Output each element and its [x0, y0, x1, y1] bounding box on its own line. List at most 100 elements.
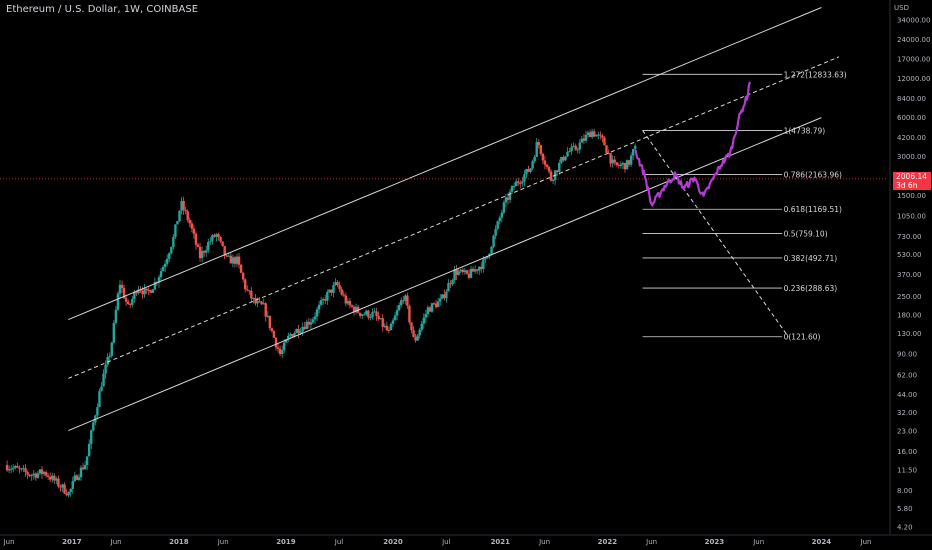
time-axis-label: Jul — [441, 538, 451, 546]
candle-body — [204, 250, 208, 253]
price-axis-label: 5.80 — [897, 505, 913, 513]
current-price-badge: 2006.14 3d 6h — [893, 172, 931, 190]
candle-body — [471, 268, 475, 272]
candle-body — [541, 153, 545, 161]
time-axis-label: Jun — [752, 538, 764, 546]
candle-body — [246, 289, 249, 291]
candle-body — [562, 157, 565, 161]
candle-body — [609, 153, 612, 164]
candle-body — [16, 466, 19, 468]
candle-body — [592, 131, 596, 137]
candle-body — [202, 251, 206, 253]
candle-body — [611, 159, 614, 164]
candle-body — [291, 334, 294, 337]
candle-body — [564, 156, 567, 161]
candle-body — [568, 151, 571, 153]
candle-body — [229, 255, 233, 264]
candle-body — [443, 294, 446, 299]
candle-body — [590, 131, 594, 138]
candle-body — [319, 300, 323, 305]
candle-body — [533, 156, 536, 162]
candle-body — [239, 264, 243, 273]
candle-body — [328, 289, 331, 293]
time-axis-label: 2024 — [812, 538, 832, 546]
candle-body — [607, 152, 610, 154]
candle-body — [280, 350, 284, 355]
candle-body — [98, 390, 101, 408]
candle-body — [578, 142, 582, 150]
candle-body — [297, 328, 300, 334]
candle-body — [252, 298, 255, 300]
candle-body — [361, 314, 364, 316]
candle-body — [521, 181, 524, 184]
candle-body — [615, 162, 618, 165]
candle-body — [315, 309, 319, 317]
candle-body — [344, 295, 347, 304]
candle-body — [57, 478, 60, 487]
candle-body — [447, 283, 450, 292]
candle-body — [244, 279, 247, 290]
candle-body — [342, 294, 345, 296]
time-axis-label: 2017 — [62, 538, 82, 546]
candle-body — [311, 319, 315, 323]
candle-body — [55, 478, 58, 481]
price-axis-label: 130.00 — [897, 330, 922, 338]
candle-body — [393, 315, 397, 321]
candle-body — [465, 270, 469, 274]
candle-body — [492, 235, 495, 247]
candle-body — [61, 484, 64, 488]
price-axis-label: 11.50 — [897, 467, 917, 475]
candle-body — [272, 331, 276, 338]
price-axis-label: 250.00 — [897, 293, 922, 301]
candle-body — [71, 481, 74, 489]
candle-body — [623, 163, 627, 170]
candle-body — [28, 474, 31, 476]
fib-level-label: 0(121.60) — [784, 333, 821, 342]
time-axis-label: Jun — [860, 538, 872, 546]
candle-body — [416, 335, 419, 341]
candle-body — [48, 476, 52, 480]
candle-body — [165, 258, 169, 264]
candle-body — [625, 160, 629, 170]
candle-body — [147, 289, 150, 291]
candle-body — [227, 255, 230, 257]
candle-body — [358, 312, 362, 316]
candle-body — [133, 291, 136, 299]
candle-body — [114, 309, 118, 323]
candle-body — [584, 134, 588, 141]
candle-body — [69, 488, 72, 492]
candle-body — [619, 164, 623, 166]
candle-body — [209, 241, 212, 243]
candle-body — [588, 132, 592, 138]
candle-body — [348, 301, 352, 306]
candle-body — [46, 475, 50, 477]
candle-body — [79, 467, 83, 478]
candle-body — [461, 269, 465, 273]
candle-body — [402, 300, 405, 302]
time-axis-label: 2022 — [598, 538, 618, 546]
candle-body — [543, 160, 547, 165]
candle-body — [161, 267, 165, 272]
candle-body — [558, 162, 561, 172]
candle-body — [381, 318, 384, 327]
price-axis-label: 62.00 — [897, 372, 917, 380]
candle-body — [293, 333, 296, 337]
candle-body — [539, 145, 543, 154]
candle-body — [264, 303, 267, 317]
candle-body — [510, 186, 514, 192]
candle-body — [75, 475, 79, 480]
candle-body — [32, 473, 35, 476]
candle-body — [326, 292, 329, 301]
candle-body — [63, 484, 66, 494]
candle-body — [77, 477, 81, 480]
candle-body — [582, 138, 586, 141]
candle-body — [87, 443, 91, 457]
candle-body — [163, 263, 167, 268]
fib-level-label: 1.272(12833.63) — [784, 70, 847, 79]
candle-body — [473, 269, 477, 272]
candle-layer — [5, 128, 637, 498]
price-axis: 34000.00 24000.00 17000.00 12000.00 8400.00 6… — [894, 4, 930, 531]
candle-body — [560, 157, 563, 163]
channel-mid-line — [68, 56, 840, 379]
